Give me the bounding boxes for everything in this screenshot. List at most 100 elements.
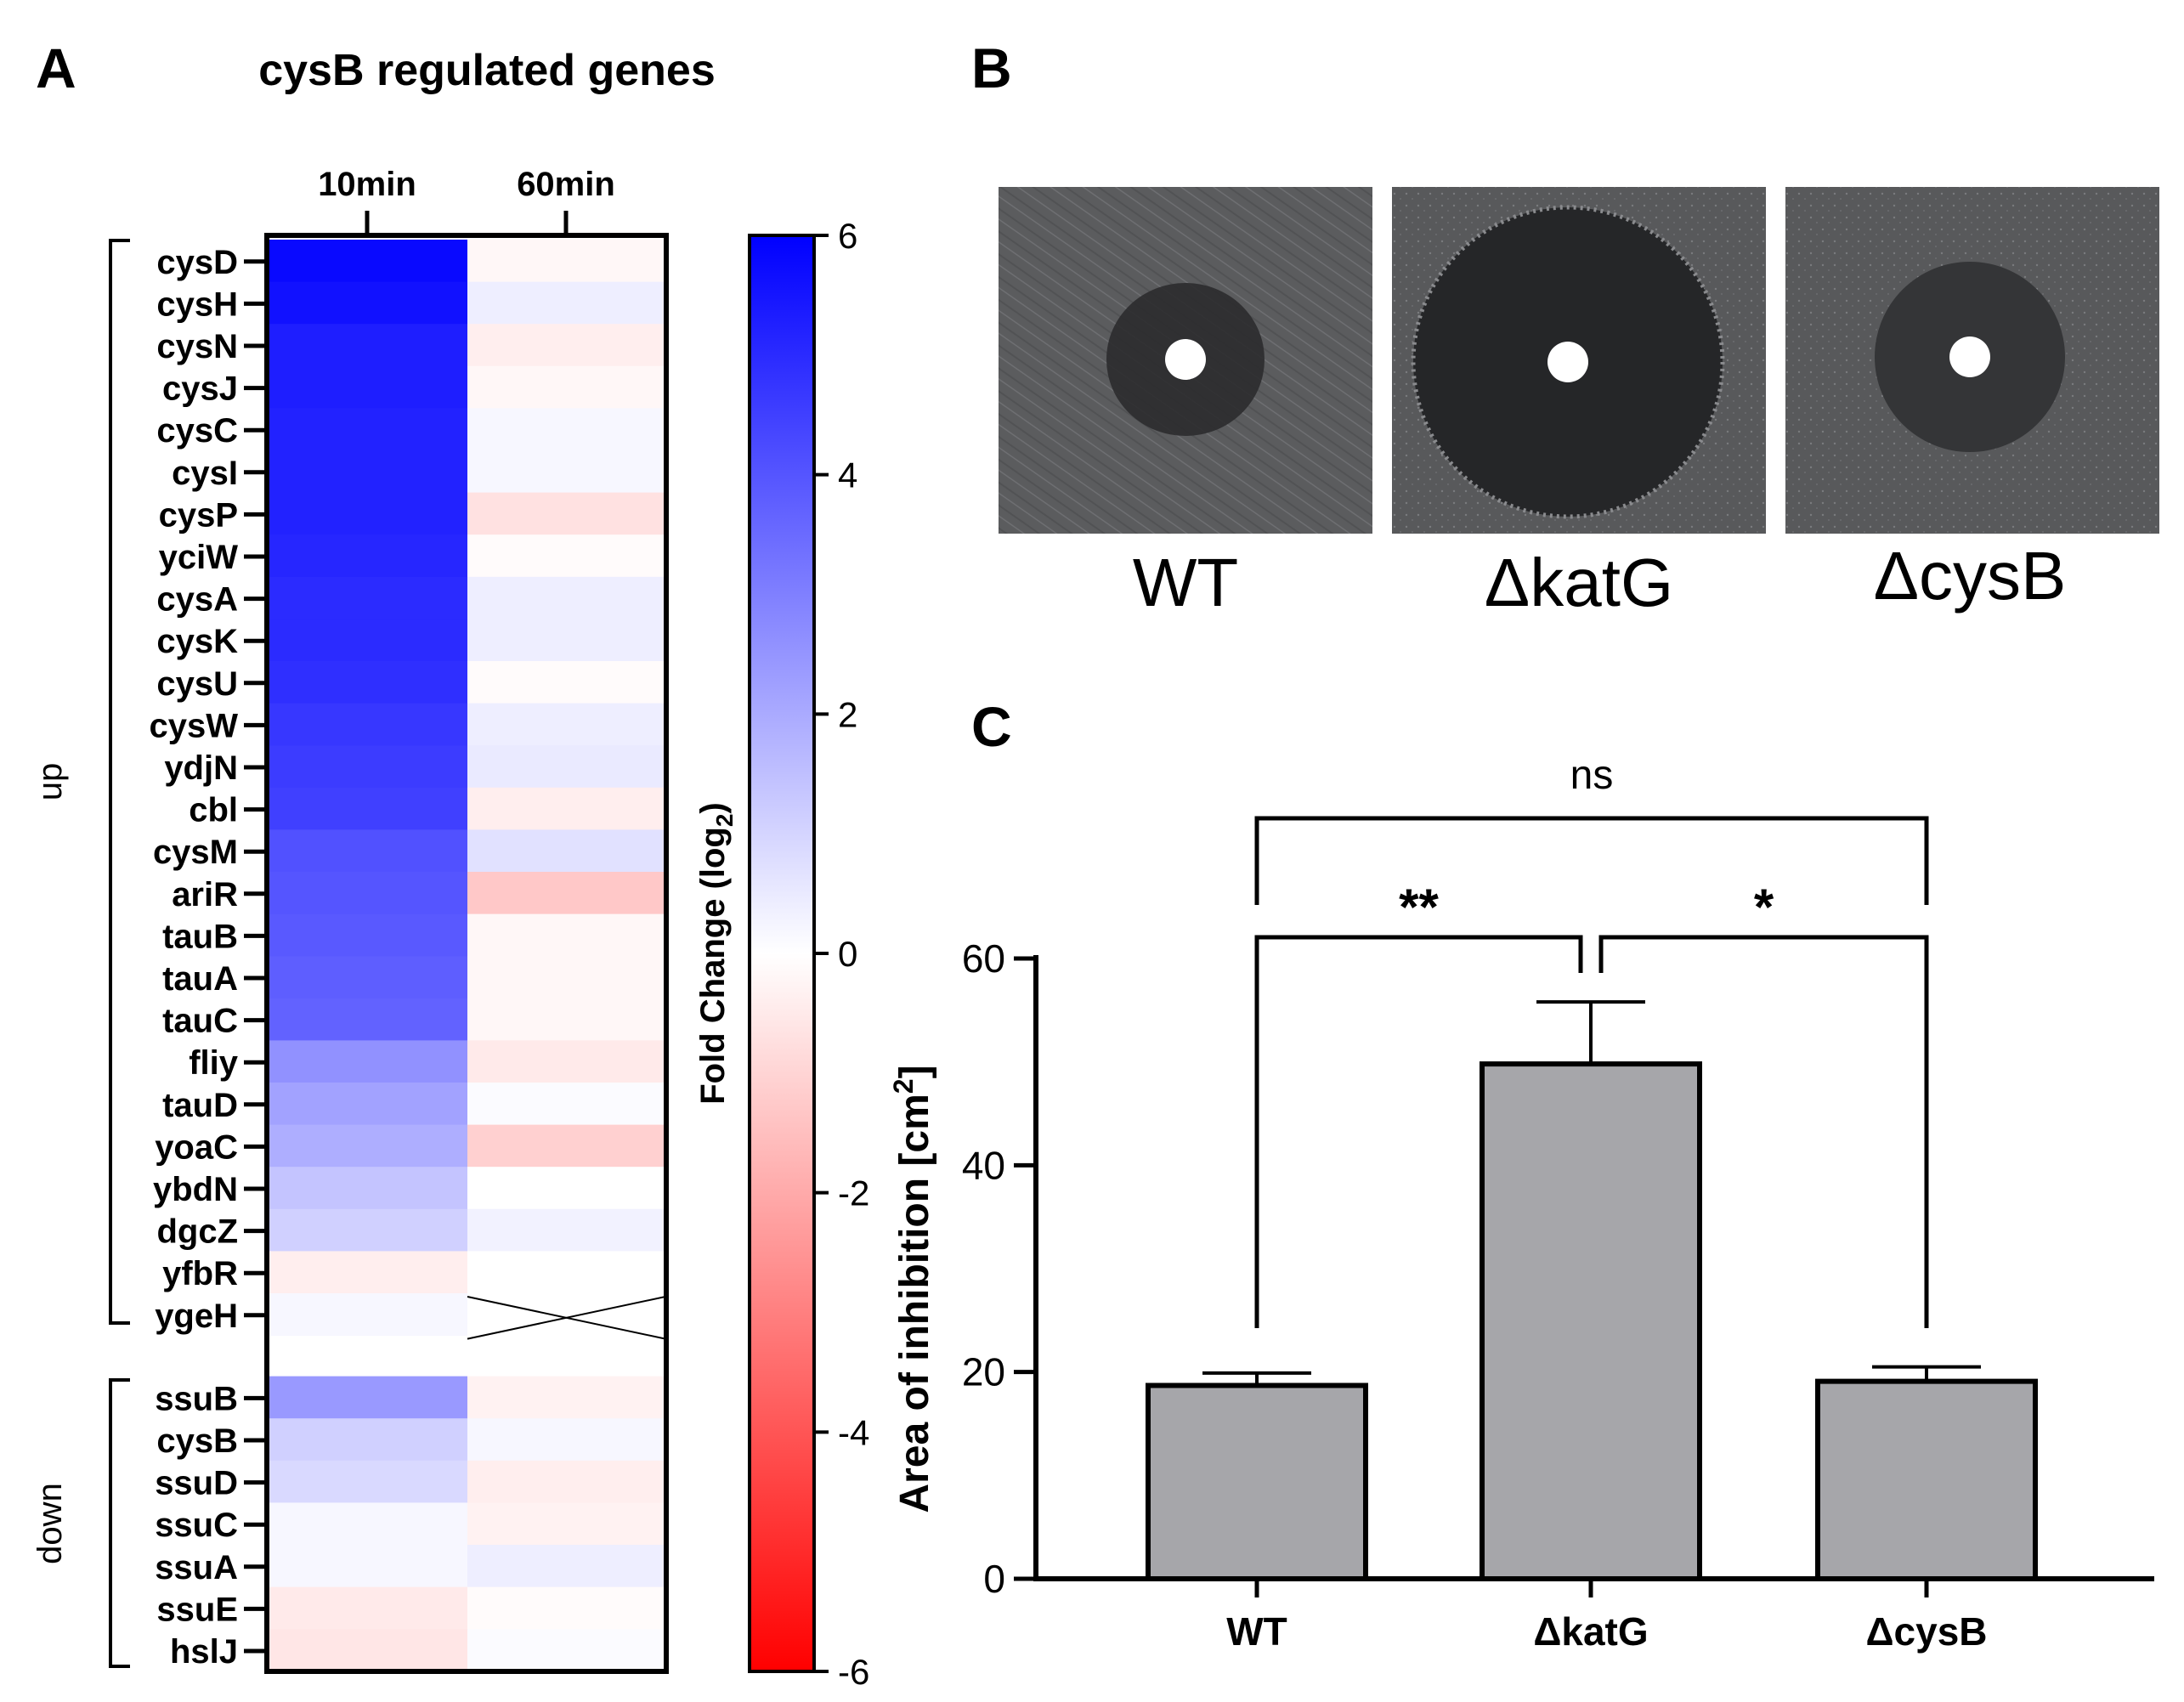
significance-bracket-wt-delta-cysb — [1254, 816, 1929, 905]
heatmap-cell-cysn-10min — [269, 324, 467, 367]
antibiotic-disc-katg — [1547, 342, 1588, 382]
bar-delta-cysb — [1815, 1378, 2038, 1582]
heatmap-row-label-ssud: ssuD — [155, 1465, 238, 1502]
heatmap-cell-cysu-60min — [467, 661, 665, 704]
heatmap-row-label-taub: tauB — [162, 918, 238, 955]
heatmap-row-label-ssub: ssuB — [155, 1380, 238, 1417]
heatmap-cell-tauc-60min — [467, 998, 665, 1041]
heatmap-row-label-cysn: cysN — [156, 328, 238, 365]
heatmap-cell-ssud-60min — [467, 1460, 665, 1503]
heatmap-cell-ssua-10min — [269, 1545, 467, 1588]
antibiotic-disc-cysb — [1949, 336, 1990, 377]
heatmap-row-label-ssua: ssuA — [155, 1549, 238, 1586]
heatmap-cell-cysa-60min — [467, 576, 665, 619]
heatmap-cell-fliy-10min — [269, 1040, 467, 1083]
heatmap-cell-taub-10min — [269, 913, 467, 957]
heatmap-cell-taua-10min — [269, 956, 467, 999]
panel-a-letter: A — [36, 37, 76, 99]
significance-label-wt-delta-katg: ** — [1399, 879, 1439, 936]
heatmap-cell-yoac-10min — [269, 1124, 467, 1168]
heatmap-cell-cysb-60min — [467, 1418, 665, 1462]
heatmap-row-label-cysc: cysC — [156, 412, 238, 450]
heatmap-cell-dgcz-60min — [467, 1208, 665, 1252]
heatmap-row-label-ssue: ssuE — [156, 1591, 238, 1628]
heatmap-row-label-ybdn: ybdN — [153, 1171, 238, 1208]
heatmap-row-label-yoac: yoaC — [155, 1128, 238, 1166]
heatmap-cell-ssue-10min — [269, 1586, 467, 1630]
heatmap-cell-fliy-60min — [467, 1040, 665, 1083]
heatmap-row-label-cysi: cysI — [172, 455, 238, 492]
heatmap-cell-cysp-10min — [269, 492, 467, 535]
plate-label-wt: WT — [1133, 545, 1238, 620]
heatmap-cell-yoac-60min — [467, 1124, 665, 1168]
bar-chart-y-axis-label: Area of inhibition [cm2] — [888, 1065, 937, 1513]
y-tick-label-0: 0 — [983, 1557, 1005, 1601]
bar-delta-katg — [1480, 1061, 1702, 1581]
heatmap-column-label-60min: 60min — [517, 166, 615, 203]
heatmap-cell-cysi-60min — [467, 450, 665, 494]
heatmap-row-label-cysj: cysJ — [162, 370, 238, 408]
heatmap-row-label-yfbr: yfbR — [162, 1255, 238, 1292]
heatmap-row-label-taua: tauA — [162, 960, 238, 998]
group-bracket-down — [109, 1378, 130, 1668]
heatmap-cell-ssub-10min — [269, 1376, 467, 1419]
heatmap-cell-cysu-10min — [269, 661, 467, 704]
colorbar-label-end: ) — [694, 802, 732, 813]
heatmap-cell-ssua-60min — [467, 1545, 665, 1588]
x-tick-label-wt: WT — [1226, 1609, 1287, 1654]
heatmap-cell-cysw-60min — [467, 703, 665, 746]
colorbar-tick-label-2: 2 — [838, 694, 857, 734]
significance-bracket-delta-katg-delta-cysb — [1598, 935, 1929, 1328]
antibiotic-disc-wt — [1165, 339, 1206, 380]
panel-c-letter: C — [971, 695, 1012, 758]
plate-label-katg: ΔkatG — [1485, 545, 1673, 620]
heatmap-row-label-cysp: cysP — [159, 496, 238, 534]
heatmap-cell-ydjn-10min — [269, 745, 467, 789]
heatmap-cell-ssue-60min — [467, 1586, 665, 1630]
group-label-down: down — [31, 1483, 69, 1564]
y-axis-label-superscript: 2 — [888, 1078, 919, 1094]
heatmap-column-label-10min: 10min — [318, 166, 416, 203]
heatmap-row-label-tauc: tauC — [162, 1003, 238, 1040]
heatmap-cell-ybdn-60min — [467, 1167, 665, 1210]
heatmap-cell-cysk-10min — [269, 619, 467, 662]
heatmap-cell-taud-60min — [467, 1083, 665, 1126]
heatmap-row-label-arir: ariR — [172, 876, 238, 913]
plate-photo-wt — [999, 187, 1372, 534]
plate-photo-cysb — [1785, 187, 2159, 534]
plate-label-cysb: ΔcysB — [1874, 538, 2067, 614]
heatmap-cell-arir-10min — [269, 872, 467, 915]
heatmap-cell-yfbr-60min — [467, 1251, 665, 1294]
heatmap-cell-ssub-60min — [467, 1376, 665, 1419]
heatmap-cell-ybdn-10min — [269, 1167, 467, 1210]
heatmap-cell-cysp-60min — [467, 492, 665, 535]
colorbar-tick-label--4: -4 — [838, 1412, 869, 1452]
y-tick-label-40: 40 — [962, 1143, 1005, 1187]
heatmap-row-label-dgcz: dgcZ — [156, 1213, 238, 1251]
heatmap-row-label-cysh: cysH — [156, 286, 238, 323]
heatmap-cell-hslj-10min — [269, 1629, 467, 1672]
colorbar-tick-label--6: -6 — [838, 1652, 869, 1692]
heatmap-cell-cbl-60min — [467, 787, 665, 830]
heatmap-missing-cell-cross — [467, 1296, 666, 1340]
heatmap-cell-taud-10min — [269, 1083, 467, 1126]
heatmap-cell-ygeh-10min — [269, 1293, 467, 1337]
heatmap-cell-cysd-10min — [269, 240, 467, 283]
heatmap-cell-cysm-10min — [269, 829, 467, 873]
group-label-up: up — [31, 763, 69, 801]
heatmap-cell-cysw-10min — [269, 703, 467, 746]
x-tick-label-delta-cysb: ΔcysB — [1865, 1609, 1987, 1654]
heatmap-cell-cysc-60min — [467, 408, 665, 451]
heatmap-cell-dgcz-10min — [269, 1208, 467, 1252]
heatmap-row-label-fliy: fliy — [189, 1044, 239, 1082]
heatmap-cell-cysb-10min — [269, 1418, 467, 1462]
bar-wt — [1146, 1383, 1368, 1581]
colorbar-tick-label-4: 4 — [838, 455, 857, 495]
heatmap-cell-cysd-60min — [467, 240, 665, 283]
significance-label-wt-delta-cysb: ns — [1570, 753, 1614, 798]
y-axis-label-main: Area of inhibition [cm — [892, 1094, 937, 1513]
colorbar-label-subscript: 2 — [711, 814, 738, 828]
heatmap-cell-yfbr-10min — [269, 1251, 467, 1294]
